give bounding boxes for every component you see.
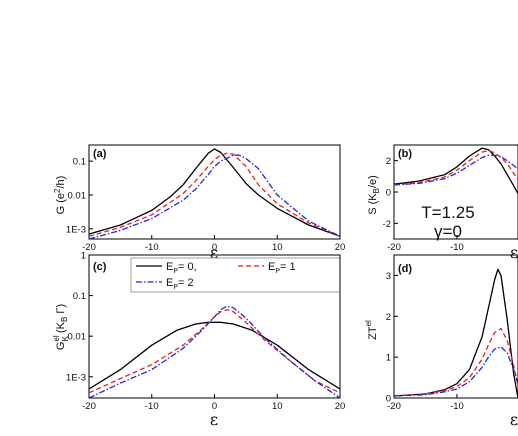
plot-frame <box>393 254 518 399</box>
series-line-1 <box>394 327 518 397</box>
panel-b-thermopower: (b) S (KB/e) ε T=1.25 γ=0 -20 -10-202 <box>367 144 518 262</box>
panel-a-label: (a) <box>93 148 107 160</box>
y-tick-label: 3 <box>386 271 391 282</box>
x-tick-label: 0 <box>212 401 217 412</box>
y-tick-label: 2 <box>386 312 391 323</box>
x-tick-label: 20 <box>335 401 346 412</box>
x-tick-label: -10 <box>145 242 159 253</box>
x-tick-label: -10 <box>450 242 464 253</box>
series-line-0 <box>89 148 340 237</box>
panel-b-ylabel: S (KB/e) <box>367 175 381 215</box>
legend-label-2: EP= 2 <box>166 277 194 291</box>
panel-d-label: (d) <box>398 263 412 275</box>
x-tick-label: 20 <box>335 242 346 253</box>
panel-d-xlabel: ε <box>510 410 518 429</box>
legend-label-0: EP= 0, <box>166 261 197 275</box>
x-tick-label: -20 <box>82 401 96 412</box>
x-tick-label: -10 <box>145 401 159 412</box>
panel-b-label: (b) <box>398 148 412 160</box>
panel-b-xlabel: ε <box>510 243 518 262</box>
series-line-0 <box>89 321 340 390</box>
panel-a-conductance: (a) G (e2/h) ε -20 -10 0 10 20 1E-3 0.01 0.1 <box>53 144 346 262</box>
x-tick-label: -20 <box>387 242 401 253</box>
panel-c-thermal-conductance: (c) GelK(KB Γ) ε EP= 0, EP= 1 EP= 2 -20 -10… <box>52 251 345 430</box>
legend-label-1: EP= 1 <box>268 261 296 275</box>
panel-d-ylabel: ZTel <box>364 320 379 340</box>
y-tick-label: 1E-3 <box>66 372 86 383</box>
y-tick-label: 1 <box>386 353 391 364</box>
series-line-0 <box>394 147 518 194</box>
y-tick-label: 1E-3 <box>66 224 86 235</box>
y-tick-label: 0.1 <box>73 157 86 168</box>
gamma-annotation: γ=0 <box>434 222 462 241</box>
series-line-0 <box>394 268 518 398</box>
panel-a-ylabel: G (e2/h) <box>53 176 67 215</box>
legend-box <box>130 257 341 293</box>
legend: EP= 0, EP= 1 EP= 2 <box>136 261 296 291</box>
panel-d-figure-of-merit: (d) ZTel ε -20 -10 0 1 2 3 <box>364 254 518 429</box>
panel-c-ylabel: GelK(KB Γ) <box>52 304 70 350</box>
temperature-annotation: T=1.25 <box>421 203 474 222</box>
panel-a-xlabel: ε <box>210 243 218 262</box>
y-tick-label: -2 <box>383 219 391 230</box>
x-tick-label: -20 <box>82 242 96 253</box>
panel-c-label: (c) <box>93 261 107 273</box>
series-line-1 <box>89 152 340 237</box>
panel-c-xlabel: ε <box>210 410 218 429</box>
y-tick-label: 0.01 <box>68 332 87 343</box>
y-tick-label: 2 <box>386 156 391 167</box>
y-tick-label: 0.1 <box>73 291 86 302</box>
series-line-1 <box>89 309 340 394</box>
x-tick-label: -10 <box>450 401 464 412</box>
y-tick-label: 1 <box>81 251 86 262</box>
x-tick-label: 10 <box>272 401 283 412</box>
x-tick-label: 0 <box>212 242 217 253</box>
series-line-2 <box>89 305 340 398</box>
series-line-2 <box>89 154 340 239</box>
y-tick-label: 0 <box>386 188 391 199</box>
x-tick-label: 10 <box>272 242 283 253</box>
x-tick-label: -20 <box>387 401 401 412</box>
y-tick-label: 0 <box>386 394 391 405</box>
plot-frame <box>88 144 341 240</box>
y-tick-label: 0.01 <box>68 190 87 201</box>
series-line-2 <box>394 346 518 397</box>
series-line-1 <box>394 149 518 186</box>
series-line-2 <box>394 154 518 186</box>
